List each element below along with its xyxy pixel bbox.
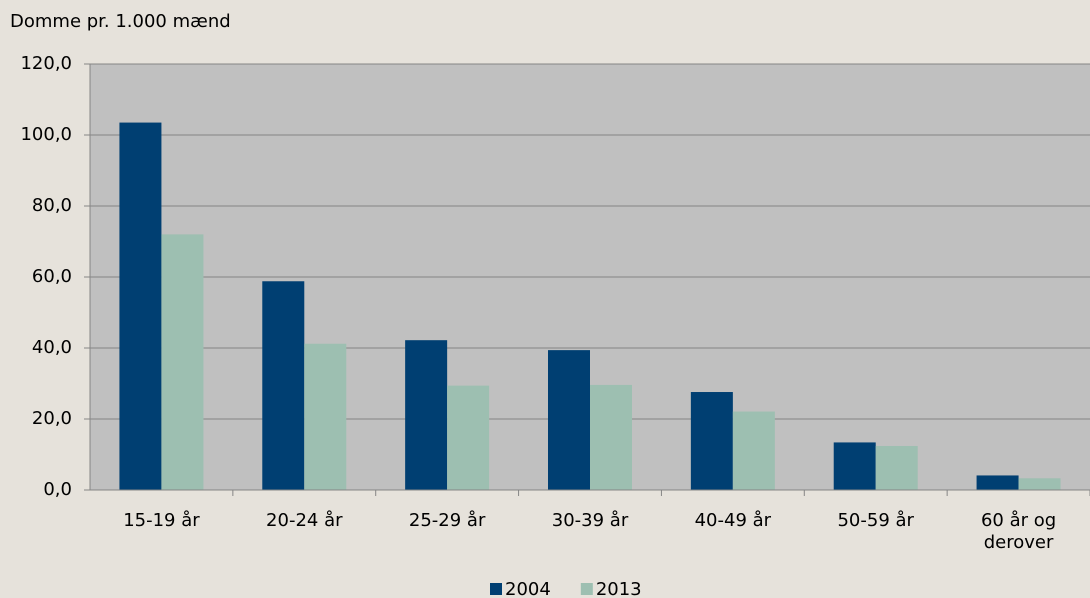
bar <box>548 350 590 490</box>
legend-swatch <box>580 583 593 595</box>
bar <box>405 340 448 490</box>
x-tick-label: 20-24 år <box>266 510 343 531</box>
bar <box>690 392 733 490</box>
y-tick-label: 120,0 <box>20 53 72 74</box>
bar <box>875 445 918 490</box>
y-tick-label: 0,0 <box>43 479 72 500</box>
legend-label: 2004 <box>505 579 551 598</box>
x-tick-label: 40-49 år <box>694 510 772 531</box>
legend-label: 2013 <box>596 579 642 598</box>
bar <box>976 475 1019 490</box>
x-tick-label: 60 år og derover <box>980 510 1057 553</box>
bar <box>732 411 775 490</box>
bar <box>1018 478 1061 490</box>
legend-swatch <box>490 583 502 595</box>
bar <box>304 343 347 490</box>
y-tick-label: 20,0 <box>32 408 72 429</box>
y-tick-label: 100,0 <box>20 124 72 145</box>
y-tick-label: 40,0 <box>32 337 72 358</box>
y-tick-label: 80,0 <box>32 195 72 216</box>
bar <box>833 442 876 490</box>
bar <box>262 281 305 490</box>
x-tick-label: 15-19 år <box>123 510 200 531</box>
chart-title: Domme pr. 1.000 mænd <box>10 11 231 32</box>
bar <box>447 385 490 490</box>
x-tick-label: 25-29 år <box>408 510 486 531</box>
x-tick-label: 50-59 år <box>837 510 914 531</box>
bar <box>161 234 204 490</box>
bar <box>590 384 632 490</box>
y-tick-label: 60,0 <box>32 266 72 287</box>
x-tick-label: 30-39 år <box>551 510 629 531</box>
bar <box>119 122 162 490</box>
